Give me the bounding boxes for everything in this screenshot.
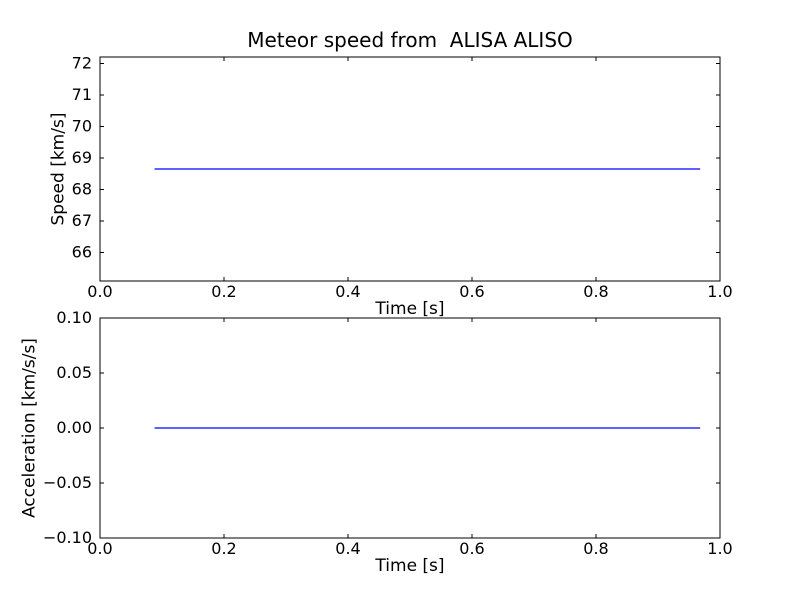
x-axis-label: Time [s] [374, 299, 444, 319]
x-axis-label: Time [s] [374, 556, 444, 576]
x-tick-label: 0.0 [87, 282, 112, 301]
y-tick-label: 0.05 [56, 363, 92, 382]
y-tick-label: 68 [72, 180, 92, 199]
meteor-speed-axes: 0.0 0.2 0.4 0.6 0.8 1.0 66 67 68 69 70 71 72 Time [s]… [49, 28, 733, 319]
y-tick-label: 72 [72, 53, 92, 72]
x-tick-label: 0.2 [211, 282, 236, 301]
y-tick-label: 0.10 [56, 308, 92, 327]
y-tick-label: 70 [72, 116, 92, 135]
chart-title: Meteor speed from ALISA ALISO [247, 28, 573, 52]
x-tick-label: 0.8 [583, 539, 608, 558]
meteor-acceleration-axes: 0.0 0.2 0.4 0.6 0.8 1.0 −0.10 −0.05 0.00 0.05 0.10… [20, 308, 733, 576]
x-tick-label: 0.2 [211, 539, 236, 558]
x-tick-label: 0.8 [583, 282, 608, 301]
y-tick-label: 71 [72, 85, 92, 104]
y-tick-label: −0.10 [43, 528, 92, 547]
x-tick-label: 0.6 [459, 539, 484, 558]
y-tick-label: 69 [72, 148, 92, 167]
x-tick-label: 1.0 [707, 282, 732, 301]
y-axis-label: Acceleration [km/s/s] [20, 338, 40, 518]
y-tick-label: −0.05 [43, 473, 92, 492]
x-tick-label: 0.0 [87, 539, 112, 558]
x-tick-label: 0.4 [335, 282, 360, 301]
x-tick-label: 0.6 [459, 282, 484, 301]
y-tick-label: 67 [72, 211, 92, 230]
axes-frame [99, 56, 721, 282]
x-tick-label: 0.4 [335, 539, 360, 558]
x-tick-label: 1.0 [707, 539, 732, 558]
y-tick-label: 0.00 [56, 418, 92, 437]
y-tick-label: 66 [72, 243, 92, 262]
y-axis-label: Speed [km/s] [49, 113, 69, 226]
